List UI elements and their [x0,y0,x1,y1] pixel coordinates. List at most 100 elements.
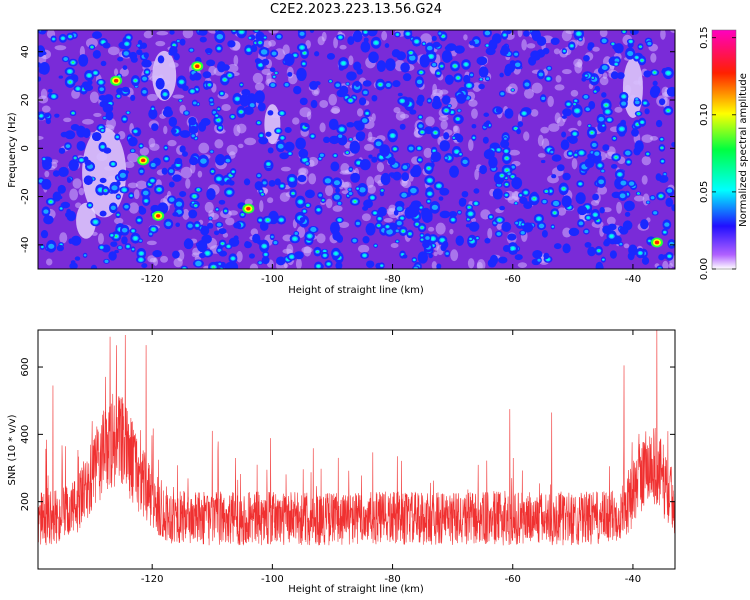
heatmap-blob [468,221,480,232]
heatmap-low-blob [267,197,274,204]
heatmap-blob [422,240,430,249]
heatmap-blob-core [542,199,547,204]
heatmap-blob-core [598,164,602,167]
heatmap-blob [531,53,541,61]
heatmap-blob-core [612,43,614,45]
heatmap-blob [566,136,574,142]
heatmap-blob-core [390,134,395,138]
heatmap-blob [68,238,74,245]
heatmap-blob [67,177,72,183]
heatmap-blob-core [504,137,507,140]
heatmap-blob [417,251,428,264]
heatmap-blob [328,118,339,131]
heatmap-blob-core [451,218,455,221]
heatmap-low-blob [268,30,279,34]
heatmap-low-blob [266,72,272,85]
heatmap-low-blob [133,189,140,200]
heatmap-low-blob [358,244,370,253]
heatmap-blob [279,152,289,160]
heatmap-blob [438,196,444,201]
colorbar-frame [711,29,737,270]
heatmap-blob-core [467,218,469,220]
heatmap-blob-core [437,184,441,188]
heatmap-blob-core [419,159,421,161]
heatmap-blob-core [386,83,391,88]
heatmap-blob-core [562,187,565,190]
heatmap-blob-core [503,34,506,37]
heatmap-blob-core [258,63,262,67]
heatmap-blob [218,199,226,205]
heatmap-blob [40,30,46,35]
heatmap-low-blob [423,147,433,158]
heatmap-blob [47,88,53,93]
heatmap-blob-core [74,157,76,159]
heatmap-blob-core [99,87,105,92]
heatmap-blob [436,263,442,269]
heatmap-blob [658,253,665,261]
heatmap-blob [179,130,191,138]
heatmap-blob-core [568,152,572,155]
heatmap-blob-core [211,170,214,172]
heatmap-low-blob [225,217,235,226]
heatmap-blob [649,86,660,98]
snr-y-axis: 200 400 600 [20,357,675,511]
heatmap-x-axis: -120 -100 -80 -60 -40 [141,30,641,285]
heatmap-blob-core [142,76,148,81]
heatmap-blob [227,40,236,48]
heatmap-blob-core [193,101,197,105]
heatmap-blob [43,215,54,225]
heatmap-blob-core [598,179,605,185]
heatmap-blob [332,230,341,241]
heatmap-blob [603,239,610,247]
heatmap-blob-core [370,196,374,199]
heatmap-blob [66,210,77,222]
heatmap-blob [619,226,629,235]
heatmap-blob-core [428,192,432,196]
heatmap-blob [99,210,107,217]
heatmap-blob [640,219,649,230]
figure-title: C2E2.2023.223.13.56.G24 [270,2,442,17]
heatmap-blob-core [538,223,545,229]
heatmap-low-blob [649,136,659,141]
heatmap-blob-core [505,183,508,186]
heatmap-x-tick-label: -60 [505,274,521,285]
heatmap-low-blob [427,226,435,232]
heatmap-blob [349,140,360,154]
heatmap-blob-core [79,158,83,162]
heatmap-blob-core [303,210,306,213]
heatmap-blob-core [489,215,492,218]
heatmap-blob-core [445,252,449,256]
heatmap-blob [329,135,340,145]
heatmap-low-blob [107,46,120,56]
snr-y-tick-label: 200 [20,492,31,511]
heatmap-blob [64,130,76,140]
heatmap-low-blob [316,233,326,244]
heatmap-blob-core [614,63,618,66]
heatmap-blob-core [110,205,116,210]
heatmap-blob-core [646,201,650,204]
heatmap-blob [449,165,459,178]
heatmap-blob-core [395,229,399,233]
heatmap-blob [631,129,639,137]
heatmap-low-blob [599,76,609,86]
heatmap-blob-core [421,234,423,237]
heatmap-blob [439,210,451,219]
heatmap-blob-core [434,131,437,134]
heatmap-blob-core [386,229,393,235]
heatmap-blob [641,256,650,265]
heatmap-blob [92,31,103,39]
heatmap-blob-core [318,193,323,197]
heatmap-blob [298,148,309,159]
heatmap-low-blob [198,142,210,154]
heatmap-low-blob [339,44,347,50]
heatmap-blob [495,107,503,114]
heatmap-blob [456,134,464,143]
heatmap-blob-core [416,223,418,225]
heatmap-blob [299,97,308,106]
heatmap-blob-core [550,150,554,154]
heatmap-low-blob [449,228,454,235]
heatmap-blob [172,250,180,259]
heatmap-blob-core [83,254,87,257]
heatmap-blob-core [511,165,515,169]
snr-series-line [38,330,675,546]
